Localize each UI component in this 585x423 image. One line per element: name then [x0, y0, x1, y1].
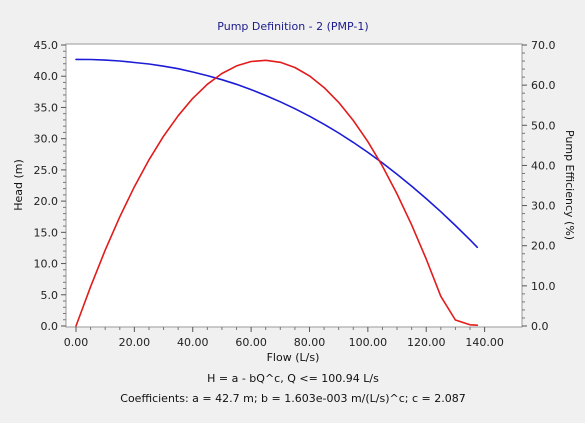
left-tick-label: 10.0: [34, 258, 59, 271]
left-axis-label: Head (m): [12, 159, 25, 211]
chart-title: Pump Definition - 2 (PMP-1): [217, 20, 368, 33]
left-tick-label: 25.0: [34, 164, 59, 177]
curve-coefficients: Coefficients: a = 42.7 m; b = 1.603e-003…: [120, 392, 465, 405]
left-tick-label: 15.0: [34, 226, 59, 239]
left-tick-label: 5.0: [41, 289, 59, 302]
left-tick-label: 30.0: [34, 133, 59, 146]
right-tick-label: 60.0: [531, 79, 556, 92]
left-tick-label: 35.0: [34, 101, 59, 114]
right-tick-label: 40.0: [531, 159, 556, 172]
right-tick-label: 10.0: [531, 280, 556, 293]
x-tick-label: 80.00: [294, 336, 326, 349]
x-tick-label: 40.00: [177, 336, 209, 349]
series-group: [75, 58, 479, 327]
left-tick-label: 40.0: [34, 70, 59, 83]
x-tick-label: 100.00: [349, 336, 388, 349]
x-tick-label: 20.00: [119, 336, 151, 349]
left-tick-label: 20.0: [34, 195, 59, 208]
efficiency-curve: [75, 59, 479, 327]
right-axis-ticks: 0.0 10.0 20.0 30.0 40.0 50.0 60.0 70.0: [522, 39, 556, 333]
right-tick-label: 70.0: [531, 39, 556, 52]
head-curve: [75, 58, 479, 249]
left-axis-ticks: 0.0 5.0 10.0 15.0 20.0 25.0 30.0 35.0 40.0 45.0: [34, 39, 66, 333]
x-tick-label: 60.00: [235, 336, 267, 349]
x-axis-label: Flow (L/s): [267, 351, 320, 364]
curve-equation: H = a - bQ^c, Q <= 100.94 L/s: [207, 372, 379, 385]
plot-area: [65, 43, 523, 328]
right-tick-label: 20.0: [531, 240, 556, 253]
left-tick-label: 45.0: [34, 39, 59, 52]
x-tick-label: 140.00: [465, 336, 504, 349]
right-tick-label: 0.0: [531, 320, 549, 333]
x-tick-label: 120.00: [407, 336, 446, 349]
x-axis-ticks: 0.00 20.00 40.00 60.00 80.00 100.00 120.00 140.…: [64, 327, 504, 349]
right-axis-label: Pump Efficiency (%): [563, 130, 576, 240]
left-tick-label: 0.0: [41, 320, 59, 333]
right-tick-label: 30.0: [531, 200, 556, 213]
right-tick-label: 50.0: [531, 119, 556, 132]
x-tick-label: 0.00: [64, 336, 89, 349]
